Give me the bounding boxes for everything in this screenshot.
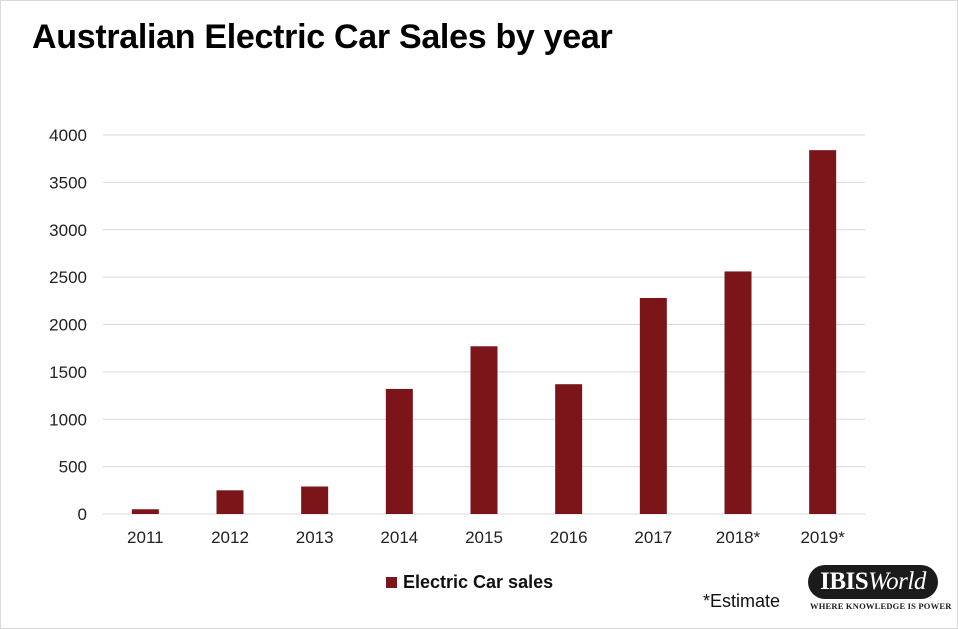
legend: Electric Car sales — [386, 572, 553, 593]
bar-2016 — [555, 384, 583, 514]
bar-2017 — [639, 297, 667, 514]
x-tick-label: 2013 — [296, 528, 334, 547]
y-tick-label: 2000 — [49, 316, 87, 335]
x-tick-label: 2016 — [550, 528, 588, 547]
x-axis-ticks: 2011 2012 2013 2014 2015 2016 2017 2018* 2019* — [127, 528, 845, 547]
ibisworld-logo: IBIS World WHERE KNOWLEDGE IS POWER — [808, 565, 952, 613]
x-tick-label: 2015 — [465, 528, 503, 547]
legend-label: Electric Car sales — [403, 572, 554, 592]
y-tick-label: 1500 — [49, 363, 87, 382]
x-tick-label: 2017 — [634, 528, 672, 547]
y-tick-label: 3500 — [49, 173, 87, 192]
legend-swatch — [386, 577, 397, 588]
bar-2015 — [470, 346, 498, 514]
y-tick-label: 2500 — [49, 268, 87, 287]
bar-2013 — [301, 486, 329, 514]
bar-2018 — [724, 271, 752, 514]
y-tick-label: 3000 — [49, 221, 87, 240]
chart-title: Australian Electric Car Sales by year — [32, 18, 613, 56]
y-axis-ticks: 0 500 1000 1500 2000 2500 3000 3500 4000 — [49, 126, 87, 524]
y-tick-label: 4000 — [49, 126, 87, 145]
x-tick-label: 2019* — [800, 528, 845, 547]
bar-2019 — [809, 150, 837, 514]
y-tick-label: 500 — [59, 458, 87, 477]
y-tick-label: 1000 — [49, 410, 87, 429]
x-tick-label: 2011 — [127, 528, 164, 547]
bar-2012 — [216, 490, 244, 514]
logo-name-bold: IBIS — [820, 568, 869, 595]
bar-2014 — [385, 388, 413, 514]
bars — [131, 150, 837, 514]
estimate-note: *Estimate — [703, 591, 781, 611]
x-tick-label: 2014 — [380, 528, 418, 547]
x-tick-label: 2012 — [211, 528, 249, 547]
y-tick-label: 0 — [78, 505, 87, 524]
logo-name-italic: World — [868, 568, 926, 595]
logo-tagline: WHERE KNOWLEDGE IS POWER — [810, 601, 952, 611]
x-tick-label: 2018* — [716, 528, 761, 547]
bar-2011 — [131, 509, 159, 514]
logo-wordmark: IBIS World — [808, 565, 938, 599]
